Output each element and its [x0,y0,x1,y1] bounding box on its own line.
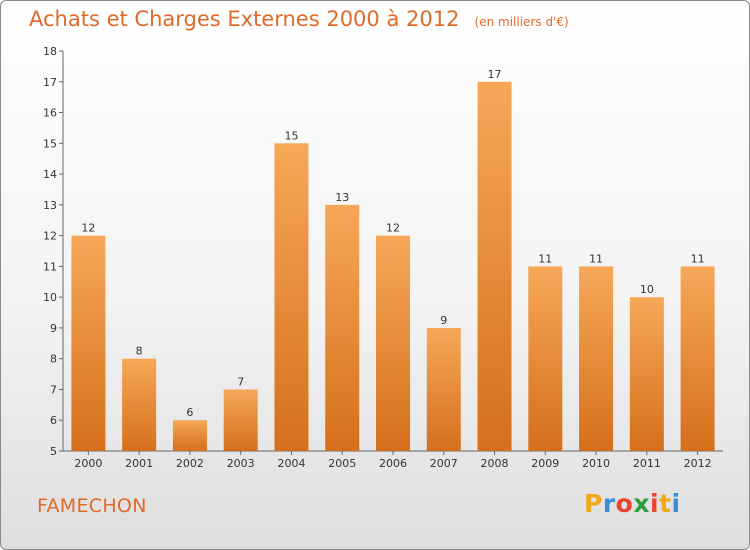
y-tick-label: 6 [50,414,57,427]
bar [71,235,106,451]
x-tick-label: 2004 [277,457,305,470]
y-tick-label: 7 [50,383,57,396]
bar-value-label: 11 [589,252,603,265]
bar [477,81,512,452]
y-tick-label: 18 [43,45,57,58]
logo-letter: o [615,489,634,518]
bar-value-label: 12 [386,222,400,235]
y-tick-label: 16 [43,107,57,120]
bar-value-label: 9 [440,314,447,327]
bars: 12 8 6 7 15 13 12 9 17 11 11 10 11 [71,68,715,452]
x-tick-label: 2006 [379,457,407,470]
y-tick-label: 9 [50,322,57,335]
bar [223,389,258,451]
x-tick-label: 2011 [633,457,661,470]
bar [172,420,207,451]
y-tick-label: 13 [43,199,57,212]
x-tick-label: 2002 [176,457,204,470]
logo-letter: P [584,489,603,518]
bar [122,358,157,451]
x-tick-label: 2001 [125,457,153,470]
logo-letter: x [633,489,650,518]
y-tick-label: 12 [43,230,57,243]
bar [528,266,563,451]
bar-value-label: 6 [186,406,193,419]
bar [426,327,461,451]
bar [376,235,410,451]
chart-title-main: Achats et Charges Externes 2000 à 2012 [29,7,460,31]
x-tick-label: 2009 [531,457,559,470]
x-tick-label: 2003 [227,457,255,470]
bar-value-label: 13 [335,191,349,204]
bar [579,266,614,451]
bar-value-label: 12 [81,222,95,235]
chart-title-unit: (en milliers d'€) [474,15,569,29]
bar-value-label: 7 [237,375,244,388]
bar [680,266,715,451]
y-tick-label: 5 [50,445,57,458]
bar [274,143,309,452]
x-tick-label: 2010 [582,457,610,470]
x-tick-label: 2005 [328,457,356,470]
x-tick-label: 2008 [481,457,509,470]
bar [325,204,360,451]
x-tick-label: 2007 [430,457,458,470]
y-tick-label: 10 [43,291,57,304]
bar [629,297,664,451]
x-tick-label: 2012 [684,457,712,470]
bar-value-label: 17 [488,68,502,81]
y-tick-label: 8 [50,353,57,366]
x-tick-label: 2000 [74,457,102,470]
proxiti-logo: Proxiti [584,489,681,518]
x-axis: 2000 2001 2002 2003 2004 2005 2006 2007 2008 2009… [63,450,723,470]
logo-letter: t [659,489,672,518]
bar-value-label: 10 [640,283,654,296]
y-axis: 5 6 7 8 9 10 11 12 13 14 15 16 17 18 [43,45,64,458]
bar-value-label: 11 [538,252,552,265]
y-tick-label: 14 [43,168,57,181]
y-tick-label: 15 [43,137,57,150]
logo-letter: i [650,489,660,518]
logo-letter: r [602,489,616,518]
bar-value-label: 11 [691,252,705,265]
chart-title: Achats et Charges Externes 2000 à 2012 (… [29,7,569,31]
bar-value-label: 8 [136,345,143,358]
y-tick-label: 17 [43,76,57,89]
commune-name: FAMECHON [37,495,147,517]
bar-value-label: 15 [284,129,298,142]
y-tick-label: 11 [43,260,57,273]
logo-letter: i [671,489,681,518]
